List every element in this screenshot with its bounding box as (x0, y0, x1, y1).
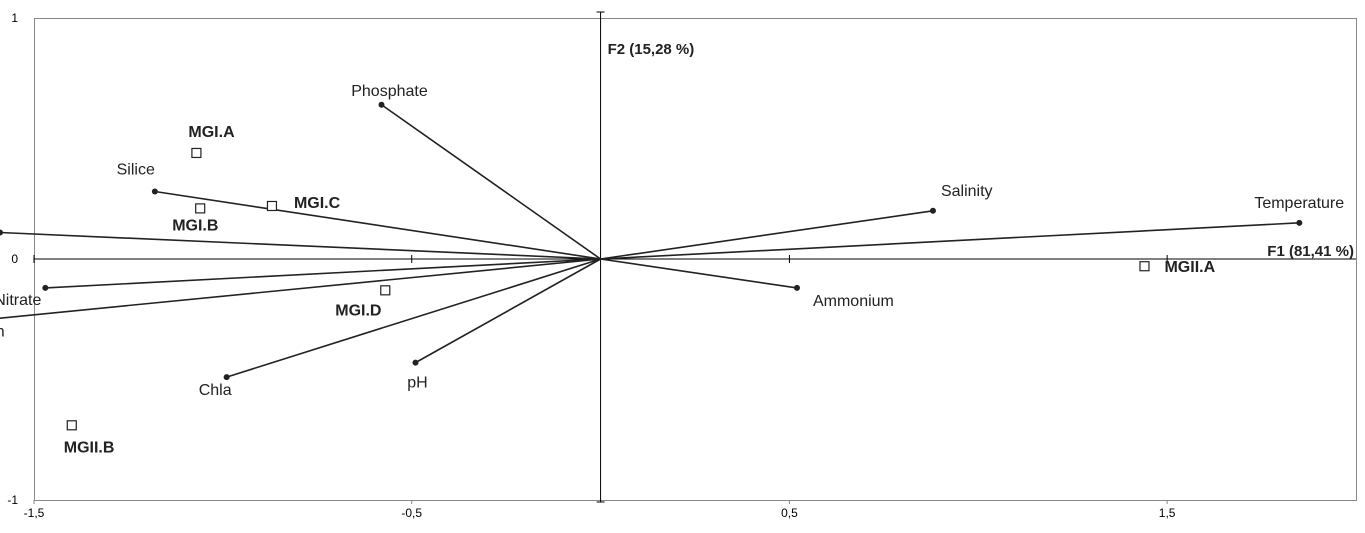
vector-oxygen (0, 258, 601, 319)
variable-label-ammonium: Ammonium (813, 293, 894, 310)
y-tick-label: 0 (11, 252, 18, 266)
vector-tip-ammonium (793, 284, 800, 291)
y-tick-label: -1 (7, 493, 18, 507)
observation-label-mgi-d: MGI.D (335, 302, 381, 319)
observation-marker-mgi-a (191, 147, 202, 159)
variable-label-chla: Chla (199, 382, 232, 399)
x-tick-label: 0,5 (781, 506, 798, 520)
vector-nitrite (0, 231, 601, 260)
observation-marker-mgi-b (195, 203, 206, 214)
vector-tip-chla (223, 374, 230, 381)
vector-tip-temperature (1296, 219, 1303, 226)
tick-labels: -1,5 -0,5 0,5 1,5 1 0 -1 (7, 11, 1175, 520)
vector-salinity (600, 210, 934, 260)
vector-tip-silice (151, 188, 158, 195)
vector-chla (226, 258, 601, 378)
variable-label-phosphate: Phosphate (351, 83, 428, 100)
observation-marker-mgi-c (266, 200, 278, 212)
variable-label-salinity: Salinity (941, 183, 993, 200)
vector-tip-phosphate (378, 101, 385, 108)
x-tick-label: -1,5 (24, 506, 45, 520)
observation-label-mgii-a: MGII.A (1164, 259, 1215, 276)
variable-vectors: PhosphateSiliceNitriteNitrateOxygenChlap… (0, 83, 1344, 399)
observation-label-mgii-b: MGII.B (64, 439, 115, 456)
variable-label-nitrate: Nitrate (0, 292, 41, 309)
vector-tip-nitrite (0, 229, 4, 236)
observation-label-mgi-b: MGI.B (172, 217, 218, 234)
variable-label-ph: pH (407, 375, 427, 392)
vector-tip-ph (412, 359, 419, 366)
vector-ph (415, 258, 601, 364)
f1-axis-label: F1 (81,41 %) (1267, 243, 1354, 260)
y-tick-label: 1 (11, 11, 18, 25)
vector-tip-salinity (929, 207, 936, 214)
observation-marker-mgi-d (380, 285, 391, 296)
observation-points: MGI.A MGI.C MGI.B MGI.D MGII.A MGII.B (64, 124, 1216, 456)
vector-phosphate (381, 104, 602, 260)
f2-axis-label: F2 (15,28 %) (608, 41, 695, 58)
vector-tip-nitrate (42, 284, 49, 291)
vector-nitrate (45, 258, 601, 289)
x-tick-label: -0,5 (401, 506, 422, 520)
observation-label-mgi-c: MGI.C (294, 195, 341, 212)
variable-label-oxygen: Oxygen (0, 323, 5, 340)
x-tick-label: 1,5 (1159, 506, 1176, 520)
observation-marker-mgii-b (66, 420, 77, 431)
axes (33, 11, 1356, 504)
vector-silice (154, 190, 601, 260)
vector-temperature (600, 222, 1300, 260)
variable-label-silice: Silice (117, 162, 155, 179)
variable-label-temperature: Temperature (1254, 195, 1344, 212)
vector-ammonium (600, 258, 798, 289)
observation-marker-mgii-a (1139, 261, 1150, 272)
observation-label-mgi-a: MGI.A (188, 124, 235, 141)
